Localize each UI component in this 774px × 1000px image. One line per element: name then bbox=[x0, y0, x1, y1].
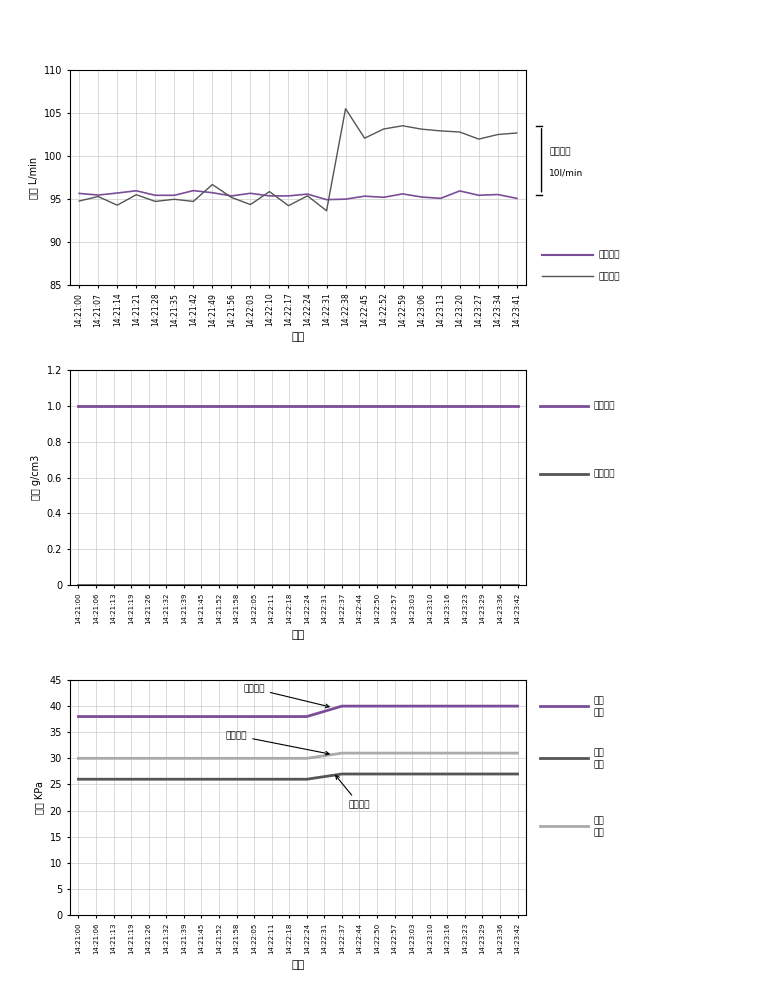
X-axis label: 时间: 时间 bbox=[291, 630, 305, 640]
X-axis label: 时间: 时间 bbox=[291, 960, 305, 970]
Text: 压力增加: 压力增加 bbox=[243, 684, 329, 708]
Y-axis label: 压力 KPa: 压力 KPa bbox=[34, 781, 44, 814]
Text: 出口流量: 出口流量 bbox=[598, 272, 620, 281]
Text: 出口密度: 出口密度 bbox=[593, 469, 615, 478]
Text: 出口: 出口 bbox=[593, 749, 604, 758]
Y-axis label: 流量 L/min: 流量 L/min bbox=[28, 156, 38, 199]
Text: 入口密度: 入口密度 bbox=[593, 401, 615, 410]
Y-axis label: 密度 g/cm3: 密度 g/cm3 bbox=[31, 455, 41, 500]
Text: 压力增加: 压力增加 bbox=[226, 731, 329, 755]
Text: 压力: 压力 bbox=[593, 828, 604, 837]
Text: 井底: 井底 bbox=[593, 816, 604, 826]
Text: 流量增加: 流量增加 bbox=[549, 147, 570, 156]
Text: 流量曲线: 流量曲线 bbox=[283, 397, 313, 410]
Text: 密度曲线: 密度曲线 bbox=[283, 703, 313, 716]
Text: 10l/min: 10l/min bbox=[549, 169, 584, 178]
Text: 入口流量: 入口流量 bbox=[598, 250, 620, 259]
X-axis label: 时间: 时间 bbox=[291, 332, 305, 342]
Text: 入口: 入口 bbox=[593, 696, 604, 705]
Text: 压力: 压力 bbox=[593, 708, 604, 717]
Text: 压力: 压力 bbox=[593, 760, 604, 769]
Text: 压力增加: 压力增加 bbox=[336, 776, 370, 809]
